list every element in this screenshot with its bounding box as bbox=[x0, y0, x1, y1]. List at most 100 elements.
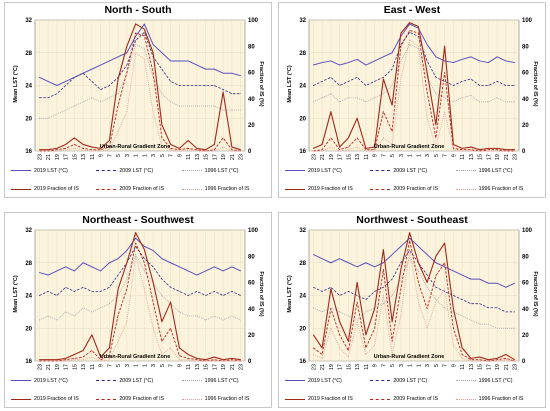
data-point bbox=[144, 288, 145, 290]
legend-swatch bbox=[285, 188, 305, 190]
data-point bbox=[426, 327, 428, 329]
data-point bbox=[426, 72, 428, 73]
data-point bbox=[356, 146, 358, 148]
data-point bbox=[418, 270, 419, 272]
legend-swatch bbox=[11, 170, 31, 172]
data-point bbox=[109, 85, 110, 86]
y2-tick-label: 80 bbox=[248, 254, 255, 260]
data-point bbox=[56, 113, 58, 115]
data-point bbox=[117, 131, 119, 132]
data-point bbox=[74, 359, 75, 361]
x-tick-label: 1 bbox=[142, 154, 148, 157]
data-point bbox=[65, 311, 66, 313]
x-tick-label: 21 bbox=[46, 364, 52, 370]
data-point bbox=[144, 48, 145, 50]
data-point bbox=[100, 64, 101, 66]
data-point bbox=[82, 359, 84, 361]
data-point bbox=[152, 44, 154, 45]
legend-swatch bbox=[181, 380, 202, 382]
data-point bbox=[505, 286, 507, 288]
data-point bbox=[418, 246, 419, 247]
data-point bbox=[196, 148, 198, 149]
data-point bbox=[418, 262, 419, 264]
data-point bbox=[135, 254, 136, 255]
legend-swatch bbox=[11, 398, 31, 400]
data-point bbox=[470, 146, 472, 148]
data-point bbox=[313, 347, 314, 349]
data-point bbox=[170, 347, 171, 349]
y2-tick-label: 80 bbox=[248, 44, 255, 50]
data-point bbox=[356, 282, 358, 283]
x-tick-label: 13 bbox=[195, 364, 201, 370]
data-point bbox=[479, 323, 480, 325]
legend-item: 1996 LST (°C) bbox=[181, 375, 267, 387]
data-point bbox=[374, 308, 375, 309]
legend-label: 2009 LST (°C) bbox=[119, 377, 154, 384]
data-point bbox=[321, 62, 323, 63]
data-point bbox=[187, 85, 189, 86]
data-point bbox=[348, 146, 349, 148]
data-point bbox=[496, 360, 498, 362]
x-tick-label: 5 bbox=[160, 154, 166, 157]
data-point bbox=[496, 359, 498, 361]
x-tick-label: 11 bbox=[90, 154, 96, 160]
data-point bbox=[56, 93, 58, 95]
data-point bbox=[214, 105, 215, 107]
x-tick-label: 3 bbox=[425, 154, 431, 157]
data-point bbox=[505, 101, 507, 103]
legend-swatch bbox=[96, 188, 117, 190]
data-point bbox=[187, 270, 189, 272]
x-tick-label: 7 bbox=[169, 364, 175, 367]
data-point bbox=[339, 334, 340, 336]
data-point bbox=[514, 359, 515, 361]
data-point bbox=[374, 60, 375, 62]
data-point bbox=[231, 291, 233, 292]
legend-label: 1996 LST (°C) bbox=[478, 167, 513, 174]
series-line bbox=[313, 240, 515, 362]
data-point bbox=[152, 327, 154, 329]
data-point bbox=[383, 303, 384, 305]
data-point bbox=[488, 282, 489, 284]
series-line bbox=[39, 31, 241, 99]
data-point bbox=[205, 360, 206, 362]
data-point bbox=[418, 45, 419, 47]
data-point bbox=[435, 255, 437, 257]
data-point bbox=[400, 32, 402, 34]
data-point bbox=[426, 286, 428, 288]
data-point bbox=[330, 308, 332, 309]
data-point bbox=[514, 282, 515, 284]
data-point bbox=[126, 278, 128, 280]
data-point bbox=[74, 137, 75, 139]
series-line bbox=[39, 52, 241, 152]
data-point bbox=[321, 97, 323, 99]
data-point bbox=[39, 359, 40, 361]
data-point bbox=[365, 262, 367, 264]
data-point bbox=[47, 360, 49, 362]
x-tick-label: 13 bbox=[195, 154, 201, 160]
data-point bbox=[100, 149, 101, 151]
x-tick-label: 5 bbox=[390, 364, 396, 367]
data-point bbox=[426, 60, 428, 62]
data-point bbox=[330, 111, 332, 113]
data-point bbox=[479, 356, 480, 358]
y2-tick-label: 40 bbox=[522, 307, 529, 313]
y-tick-label: 28 bbox=[299, 261, 306, 267]
data-point bbox=[187, 354, 189, 355]
legend-item: 1996 LST (°C) bbox=[455, 375, 541, 387]
data-point bbox=[488, 307, 489, 309]
data-point bbox=[400, 288, 402, 290]
x-tick-label: 21 bbox=[230, 364, 236, 370]
data-point bbox=[144, 249, 145, 250]
x-tick-label: 17 bbox=[338, 364, 344, 370]
legend-item: 2009 LST (°C) bbox=[96, 165, 181, 177]
data-point bbox=[426, 44, 428, 45]
data-point bbox=[39, 76, 40, 78]
data-point bbox=[214, 144, 215, 145]
data-point bbox=[187, 295, 189, 296]
data-point bbox=[496, 149, 498, 151]
data-point bbox=[161, 137, 163, 139]
data-point bbox=[144, 270, 145, 272]
data-point bbox=[444, 72, 445, 73]
data-point bbox=[400, 60, 402, 62]
